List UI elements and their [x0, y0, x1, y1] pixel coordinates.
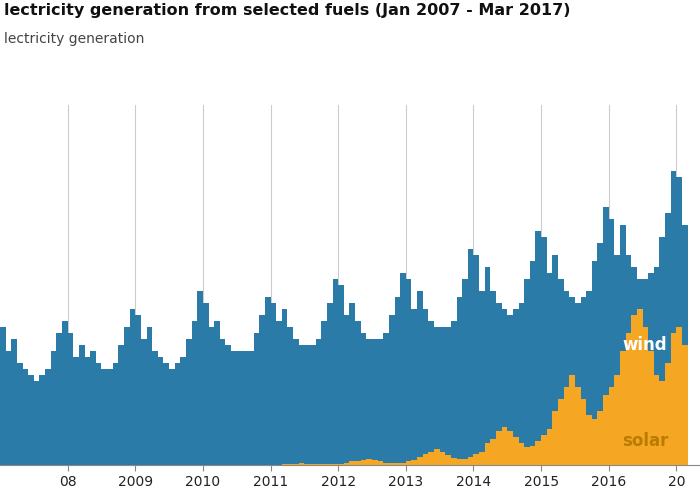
Text: lectricity generation from selected fuels (Jan 2007 - Mar 2017): lectricity generation from selected fuel…: [4, 2, 570, 18]
Text: lectricity generation: lectricity generation: [4, 32, 144, 46]
Text: wind: wind: [622, 336, 667, 354]
Text: solar: solar: [622, 432, 668, 450]
